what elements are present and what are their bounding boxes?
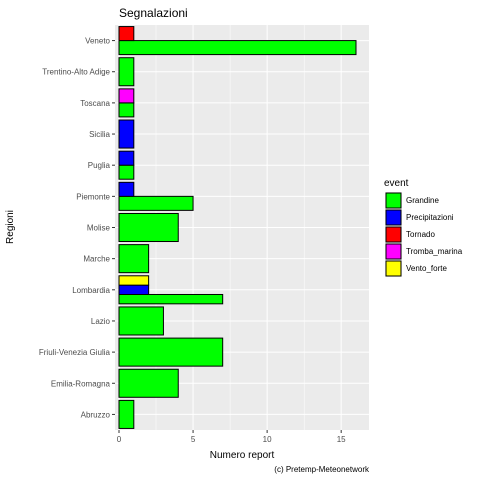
bar-grandine-toscana — [118, 102, 135, 118]
bar-grandine-puglia — [118, 164, 135, 180]
y-axis-title: Regioni — [5, 210, 16, 244]
y-tick-label: Lazio — [91, 317, 111, 326]
legend-swatch — [385, 226, 402, 243]
x-axis-title: Numero report — [210, 450, 275, 461]
legend-label: Tromba_marina — [406, 247, 463, 256]
legend-label: Vento_forte — [406, 264, 447, 273]
bar-precipitazioni-piemonte — [118, 181, 135, 197]
x-axis-ticks: 0 5 10 15 — [117, 430, 346, 444]
x-tick-label: 0 — [117, 435, 122, 444]
x-tick-label: 15 — [337, 435, 346, 444]
legend-swatch — [385, 243, 402, 260]
y-tick-label: Veneto — [85, 37, 110, 46]
legend-label: Tornado — [406, 230, 435, 239]
bars — [118, 26, 357, 429]
bar-precipitazioni-sicilia — [118, 119, 135, 149]
y-tick-label: Friuli-Venezia Giulia — [39, 348, 111, 357]
bar-grandine-molise — [118, 212, 179, 243]
legend-label: Grandine — [406, 196, 439, 205]
legend-swatch — [385, 209, 402, 226]
bar-grandine-friuli-venezia-giulia — [118, 337, 224, 367]
bar-precipitazioni-puglia — [118, 150, 135, 166]
bar-precipitazioni-lombardia — [118, 284, 150, 295]
bar-vento-forte-lombardia — [118, 275, 150, 286]
bar-grandine-piemonte — [118, 195, 194, 211]
bar-grandine-lombardia — [118, 293, 224, 305]
bar-grandine-abruzzo — [118, 399, 135, 429]
bar-grandine-trentino-alto-adige — [118, 57, 135, 87]
legend-items: Grandine Precipitazioni Tornado Tromba_mari… — [385, 192, 463, 277]
y-tick-label: Emilia-Romagna — [51, 379, 111, 388]
bar-grandine-veneto — [118, 40, 357, 56]
bar-grandine-lazio — [118, 306, 164, 336]
bar-tromba-marina-toscana — [118, 88, 135, 104]
legend-swatch — [385, 192, 402, 209]
bar-grandine-marche — [118, 244, 150, 274]
y-axis-ticks: Abruzzo Emilia-Romagna Friuli-Venezia Giul… — [39, 37, 115, 419]
chart-caption: (c) Pretemp-Meteonetwork — [274, 465, 370, 474]
y-tick-label: Toscana — [80, 99, 110, 108]
x-tick-label: 10 — [263, 435, 272, 444]
chart-title: Segnalazioni — [119, 6, 188, 20]
y-tick-label: Piemonte — [76, 192, 110, 201]
y-tick-label: Puglia — [88, 161, 111, 170]
y-tick-label: Sicilia — [89, 130, 110, 139]
y-tick-label: Abruzzo — [81, 410, 111, 419]
legend-title: event — [384, 178, 409, 189]
y-tick-label: Molise — [87, 224, 111, 233]
y-tick-label: Marche — [83, 255, 110, 264]
legend-swatch — [385, 260, 402, 277]
legend-label: Precipitazioni — [406, 213, 454, 222]
x-tick-label: 5 — [191, 435, 196, 444]
y-tick-label: Trentino-Alto Adige — [42, 68, 110, 77]
y-tick-label: Lombardia — [72, 286, 110, 295]
legend: event Grandine Precipitazioni Tornado Tromb… — [384, 178, 463, 277]
bar-tornado-veneto — [118, 26, 135, 42]
bar-grandine-emilia-romagna — [118, 368, 179, 398]
